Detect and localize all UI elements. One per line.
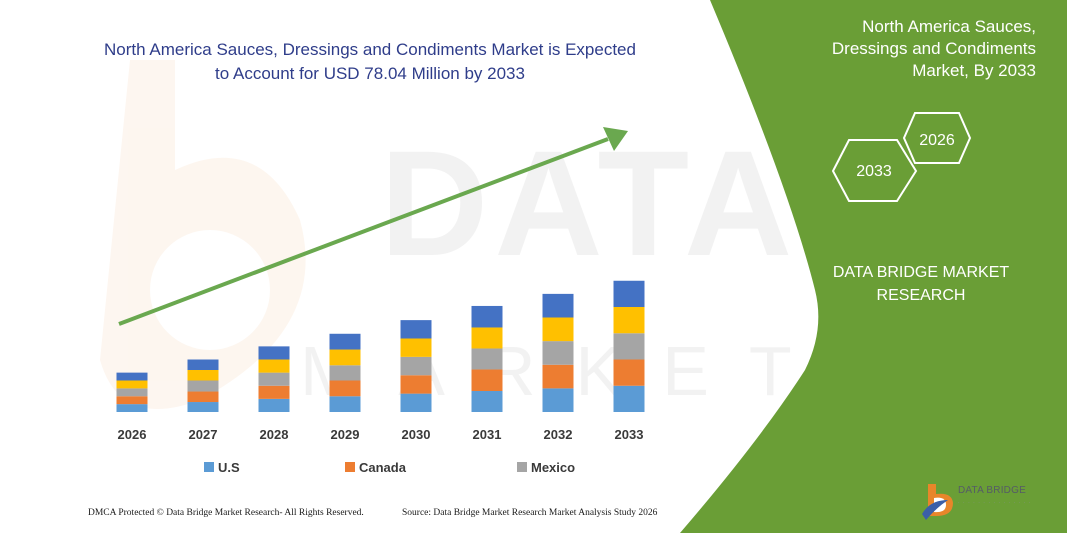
bar-segment-2032-0	[542, 388, 574, 412]
bar-segment-2027-3	[187, 370, 219, 381]
x-tick-label: 2032	[544, 427, 573, 442]
logo-name: DATA BRIDGE	[958, 485, 1026, 496]
legend-label-2: Mexico	[531, 460, 575, 475]
bar-segment-2031-0	[471, 391, 503, 412]
bar-segment-2032-4	[542, 293, 574, 318]
bar-segment-2028-3	[258, 359, 290, 373]
bar-segment-2027-2	[187, 380, 219, 392]
legend-label-1: Canada	[359, 460, 407, 475]
bar-segment-2029-0	[329, 396, 361, 412]
x-tick-label: 2028	[260, 427, 289, 442]
badge-back-label: 2026	[919, 132, 955, 149]
bar-segment-2031-3	[471, 327, 503, 349]
bar-segment-2029-4	[329, 333, 361, 350]
stacked-bar-chart: 2026 2027 2028 2029 2030 2031 2032 2033 U.S Canad…	[116, 127, 645, 475]
legend-label-0: U.S	[218, 460, 240, 475]
x-tick-label: 2030	[402, 427, 431, 442]
bar-segment-2033-1	[613, 359, 645, 386]
bar-segment-2027-0	[187, 402, 219, 412]
bar-segment-2030-2	[400, 356, 432, 376]
hexagon-badge-front	[831, 139, 918, 202]
bar-segment-2029-1	[329, 380, 361, 397]
x-tick-label: 2027	[189, 427, 218, 442]
bar-segment-2033-4	[613, 280, 645, 307]
footer-source: Source: Data Bridge Market Research Mark…	[402, 508, 658, 518]
brand-name: DATA BRIDGE MARKET RESEARCH	[832, 264, 1010, 304]
bar-segment-2027-1	[187, 391, 219, 403]
bar-segment-2031-1	[471, 369, 503, 391]
bar-segment-2030-0	[400, 393, 432, 412]
x-tick-label: 2026	[118, 427, 147, 442]
chart-title: North America Sauces, Dressings and Cond…	[104, 40, 636, 83]
legend-swatch-1	[345, 462, 355, 472]
bar-segment-2026-0	[116, 404, 148, 412]
logo-tagline-mark: · · · · · · · · · · · · · · ·	[958, 500, 1032, 506]
bar-segment-2031-4	[471, 305, 503, 328]
bar-segment-2031-2	[471, 348, 503, 370]
bar-segment-2033-2	[613, 333, 645, 360]
bar-segment-2027-4	[187, 359, 219, 370]
bar-segment-2026-4	[116, 372, 148, 381]
x-tick-label: 2029	[331, 427, 360, 442]
badge-front-label: 2033	[856, 163, 892, 180]
bar-segment-2030-4	[400, 320, 432, 339]
bar-segment-2028-0	[258, 398, 290, 412]
legend-swatch-2	[517, 462, 527, 472]
footer-copyright: DMCA Protected © Data Bridge Market Rese…	[88, 508, 364, 518]
bar-segment-2026-2	[116, 388, 148, 397]
bar-segment-2026-1	[116, 396, 148, 405]
bar-segment-2033-0	[613, 385, 645, 412]
bar-segment-2033-3	[613, 307, 645, 334]
trend-arrow-line	[118, 137, 609, 326]
bar-segment-2029-2	[329, 365, 361, 381]
bar-segment-2030-3	[400, 338, 432, 357]
x-tick-label: 2033	[615, 427, 644, 442]
bar-segment-2032-2	[542, 341, 574, 365]
bar-segment-2029-3	[329, 349, 361, 366]
bar-segment-2028-4	[258, 346, 290, 360]
x-tick-label: 2031	[473, 427, 502, 442]
bar-segment-2026-3	[116, 380, 148, 389]
hexagon-badge-back	[902, 112, 972, 164]
trend-arrow-head	[603, 127, 628, 151]
bar-segment-2028-2	[258, 372, 290, 386]
bar-segment-2030-1	[400, 375, 432, 394]
bar-segment-2032-3	[542, 317, 574, 342]
legend-swatch-0	[204, 462, 214, 472]
bar-segment-2028-1	[258, 385, 290, 399]
side-panel-title: North America Sauces, Dressings and Cond…	[831, 17, 1036, 80]
side-panel	[680, 0, 1067, 533]
bar-segment-2032-1	[542, 364, 574, 389]
data-bridge-logo-icon	[922, 484, 953, 520]
